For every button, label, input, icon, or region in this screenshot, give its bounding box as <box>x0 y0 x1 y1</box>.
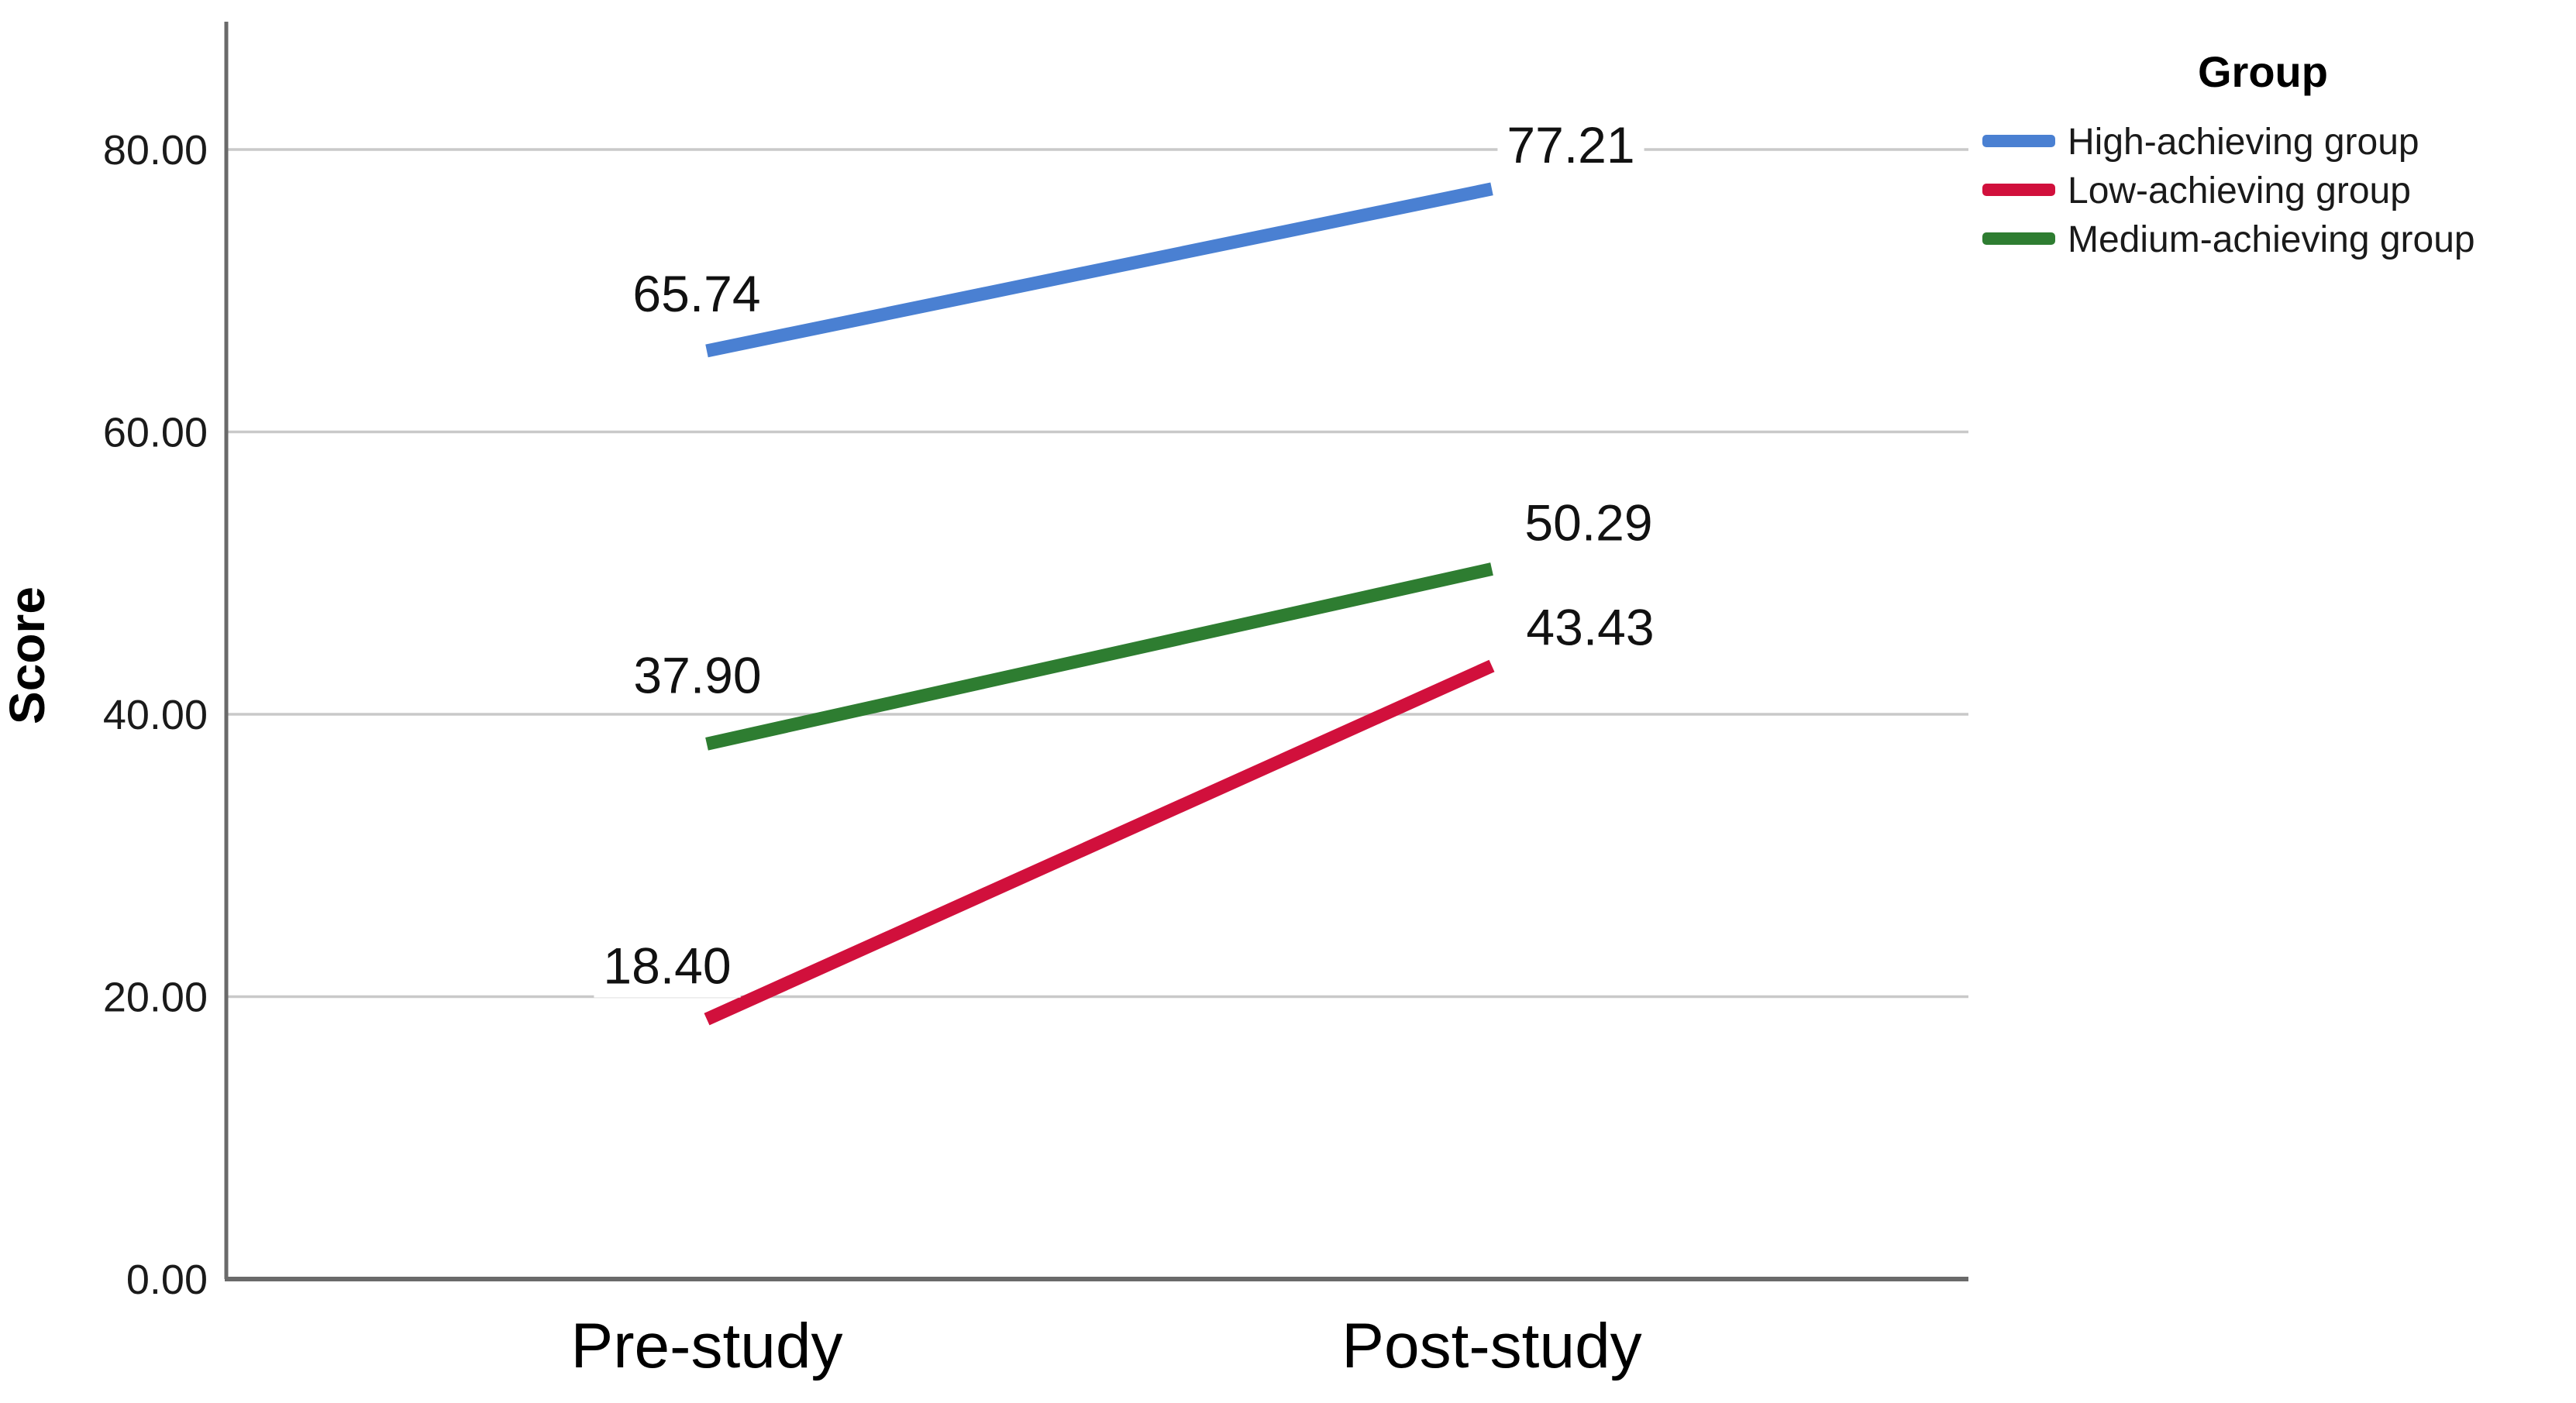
legend: Group High-achieving group Low-achieving … <box>1982 47 2475 260</box>
data-label-bg-medium-pre <box>624 643 771 707</box>
legend-rows-group: High-achieving group Low-achieving group M… <box>1982 122 2475 260</box>
legend-row-medium: Medium-achieving group <box>1982 219 2475 260</box>
y-tick-label-20.00: 20.00 <box>103 975 208 1021</box>
data-label-high-post: 77.21 <box>1507 116 1634 174</box>
y-axis-title: Score <box>0 586 55 724</box>
data-label-bg-high-post <box>1497 112 1644 177</box>
y-tick-label-80.00: 80.00 <box>103 127 208 174</box>
legend-swatch-low <box>1982 184 2055 196</box>
data-label-medium-pre: 37.90 <box>633 646 761 703</box>
data-label-medium-post: 50.29 <box>1524 493 1652 551</box>
x-category-labels-group: Pre-study Post-study <box>571 1311 1642 1381</box>
gridlines-group <box>226 148 1968 999</box>
line-medium <box>705 562 1493 751</box>
y-tick-label-40.00: 40.00 <box>103 692 208 738</box>
data-labels-group: 65.74 77.21 18.40 43.43 37.90 50.29 <box>594 112 1664 998</box>
data-label-low-pre: 18.40 <box>603 937 731 995</box>
y-tick-label-60.00: 60.00 <box>103 410 208 456</box>
legend-row-high: High-achieving group <box>1982 122 2419 163</box>
legend-label-high: High-achieving group <box>2068 122 2419 163</box>
data-label-bg-low-post <box>1517 595 1664 659</box>
line-low <box>704 659 1495 1026</box>
legend-label-medium: Medium-achieving group <box>2068 219 2475 260</box>
x-category-label-pre: Pre-study <box>571 1311 843 1381</box>
data-label-high-pre: 65.74 <box>632 265 760 322</box>
data-label-bg-low-pre <box>594 934 741 998</box>
data-label-low-post: 43.43 <box>1526 598 1654 655</box>
legend-row-low: Low-achieving group <box>1982 170 2411 211</box>
y-tick-labels-group: 0.00 20.00 40.00 60.00 80.00 <box>103 127 208 1303</box>
data-label-bg-high-pre <box>623 261 770 325</box>
series-lines-group <box>704 182 1495 1026</box>
legend-swatch-high <box>1982 135 2055 147</box>
legend-title: Group <box>2198 47 2328 96</box>
x-category-label-post: Post-study <box>1341 1311 1641 1381</box>
legend-label-low: Low-achieving group <box>2068 170 2411 211</box>
data-label-bg-medium-post <box>1515 490 1662 555</box>
y-tick-label-0.00: 0.00 <box>126 1257 208 1303</box>
legend-swatch-medium <box>1982 232 2055 245</box>
line-high <box>705 182 1493 358</box>
